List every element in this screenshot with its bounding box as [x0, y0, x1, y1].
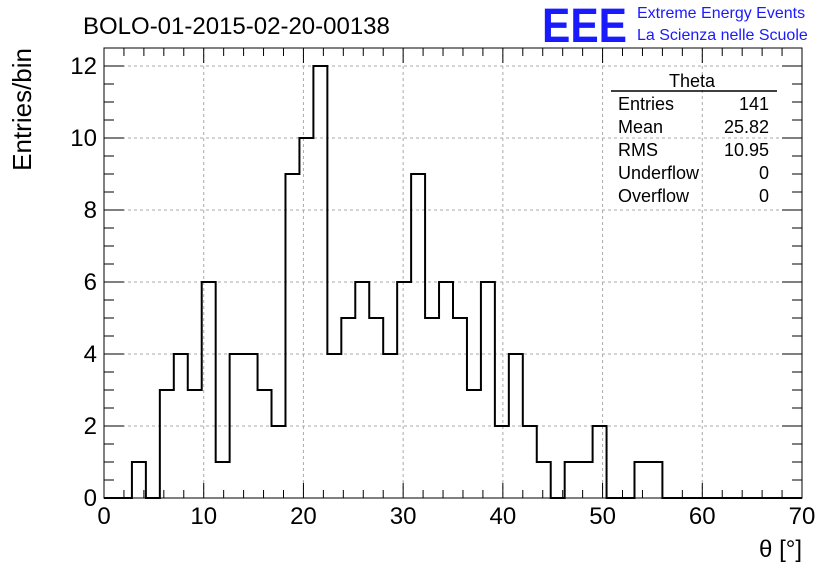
- stats-value: 0: [759, 186, 769, 206]
- histogram-bin: [160, 390, 174, 498]
- logo-line-2: La Scienza nelle Scuole: [637, 27, 808, 44]
- x-tick-label: 40: [490, 503, 517, 530]
- histogram-bin: [648, 462, 662, 498]
- histogram-bin: [299, 138, 313, 498]
- histogram-bin: [216, 462, 230, 498]
- grid-lines: [104, 48, 802, 498]
- stats-label: Entries: [618, 94, 674, 114]
- histogram-bin: [467, 390, 481, 498]
- stats-value: 141: [739, 94, 769, 114]
- stats-value: 0: [759, 163, 769, 183]
- plot-frame: [103, 47, 803, 499]
- histogram-bin: [411, 174, 425, 498]
- y-tick-label: 12: [70, 53, 97, 80]
- histogram-bin: [565, 462, 579, 498]
- histogram-bin: [537, 462, 551, 498]
- x-axis-label: θ [°]: [759, 536, 802, 563]
- y-tick-label: 2: [84, 413, 97, 440]
- chart-title: BOLO-01-2015-02-20-00138: [83, 13, 390, 40]
- histogram-bin: [495, 426, 509, 498]
- histogram-bin: [397, 282, 411, 498]
- histogram-bin: [453, 318, 467, 498]
- y-tick-label: 4: [84, 341, 97, 368]
- x-tick-label: 60: [689, 503, 716, 530]
- histogram-bin: [634, 462, 648, 498]
- histogram-bin: [481, 282, 495, 498]
- histogram-bin: [523, 426, 537, 498]
- x-tick-label: 50: [589, 503, 616, 530]
- histogram-bin: [258, 390, 272, 498]
- x-tick-label: 0: [97, 503, 110, 530]
- stats-label: RMS: [618, 140, 658, 160]
- y-tick-label: 10: [70, 125, 97, 152]
- stats-value: 10.95: [724, 140, 769, 160]
- y-tick-label: 8: [84, 197, 97, 224]
- tick-labels: 0 10 20 30 40 50 60 70 0 2 4 6 8 10 12: [70, 53, 815, 530]
- x-tick-label: 10: [190, 503, 217, 530]
- histogram-bin: [188, 390, 202, 498]
- logo-mark: EEE: [542, 0, 627, 53]
- histogram-bin: [174, 354, 188, 498]
- stats-rows: Entries 141 Mean 25.82 RMS 10.95 Underflow 0 Ove…: [618, 94, 769, 206]
- stats-value: 25.82: [724, 117, 769, 137]
- stats-label: Overflow: [618, 186, 690, 206]
- stats-box: Theta Entries 141 Mean 25.82 RMS 10.95 Underfl…: [611, 71, 777, 206]
- logo-line-1: Extreme Energy Events: [637, 5, 805, 22]
- histogram-bin: [439, 282, 453, 498]
- histogram-bin: [285, 174, 299, 498]
- histogram-bin: [272, 426, 286, 498]
- stats-title: Theta: [669, 71, 716, 91]
- x-tick-label: 30: [390, 503, 417, 530]
- histogram-bin: [425, 318, 439, 498]
- histogram-bin: [341, 318, 355, 498]
- y-tick-label: 6: [84, 269, 97, 296]
- y-tick-label: 0: [84, 485, 97, 512]
- histogram-bin: [355, 282, 369, 498]
- histogram-bin: [383, 354, 397, 498]
- axis-ticks: [103, 47, 803, 499]
- x-tick-label: 20: [290, 503, 317, 530]
- stats-label: Mean: [618, 117, 663, 137]
- histogram-bin: [593, 426, 607, 498]
- histogram-outline: [104, 65, 802, 499]
- stats-label: Underflow: [618, 163, 700, 183]
- x-tick-label: 70: [789, 503, 816, 530]
- y-axis-label: Entries/bin: [7, 48, 37, 171]
- histogram-bars: [104, 65, 802, 499]
- histogram-bin: [579, 462, 593, 498]
- histogram-bin: [369, 318, 383, 498]
